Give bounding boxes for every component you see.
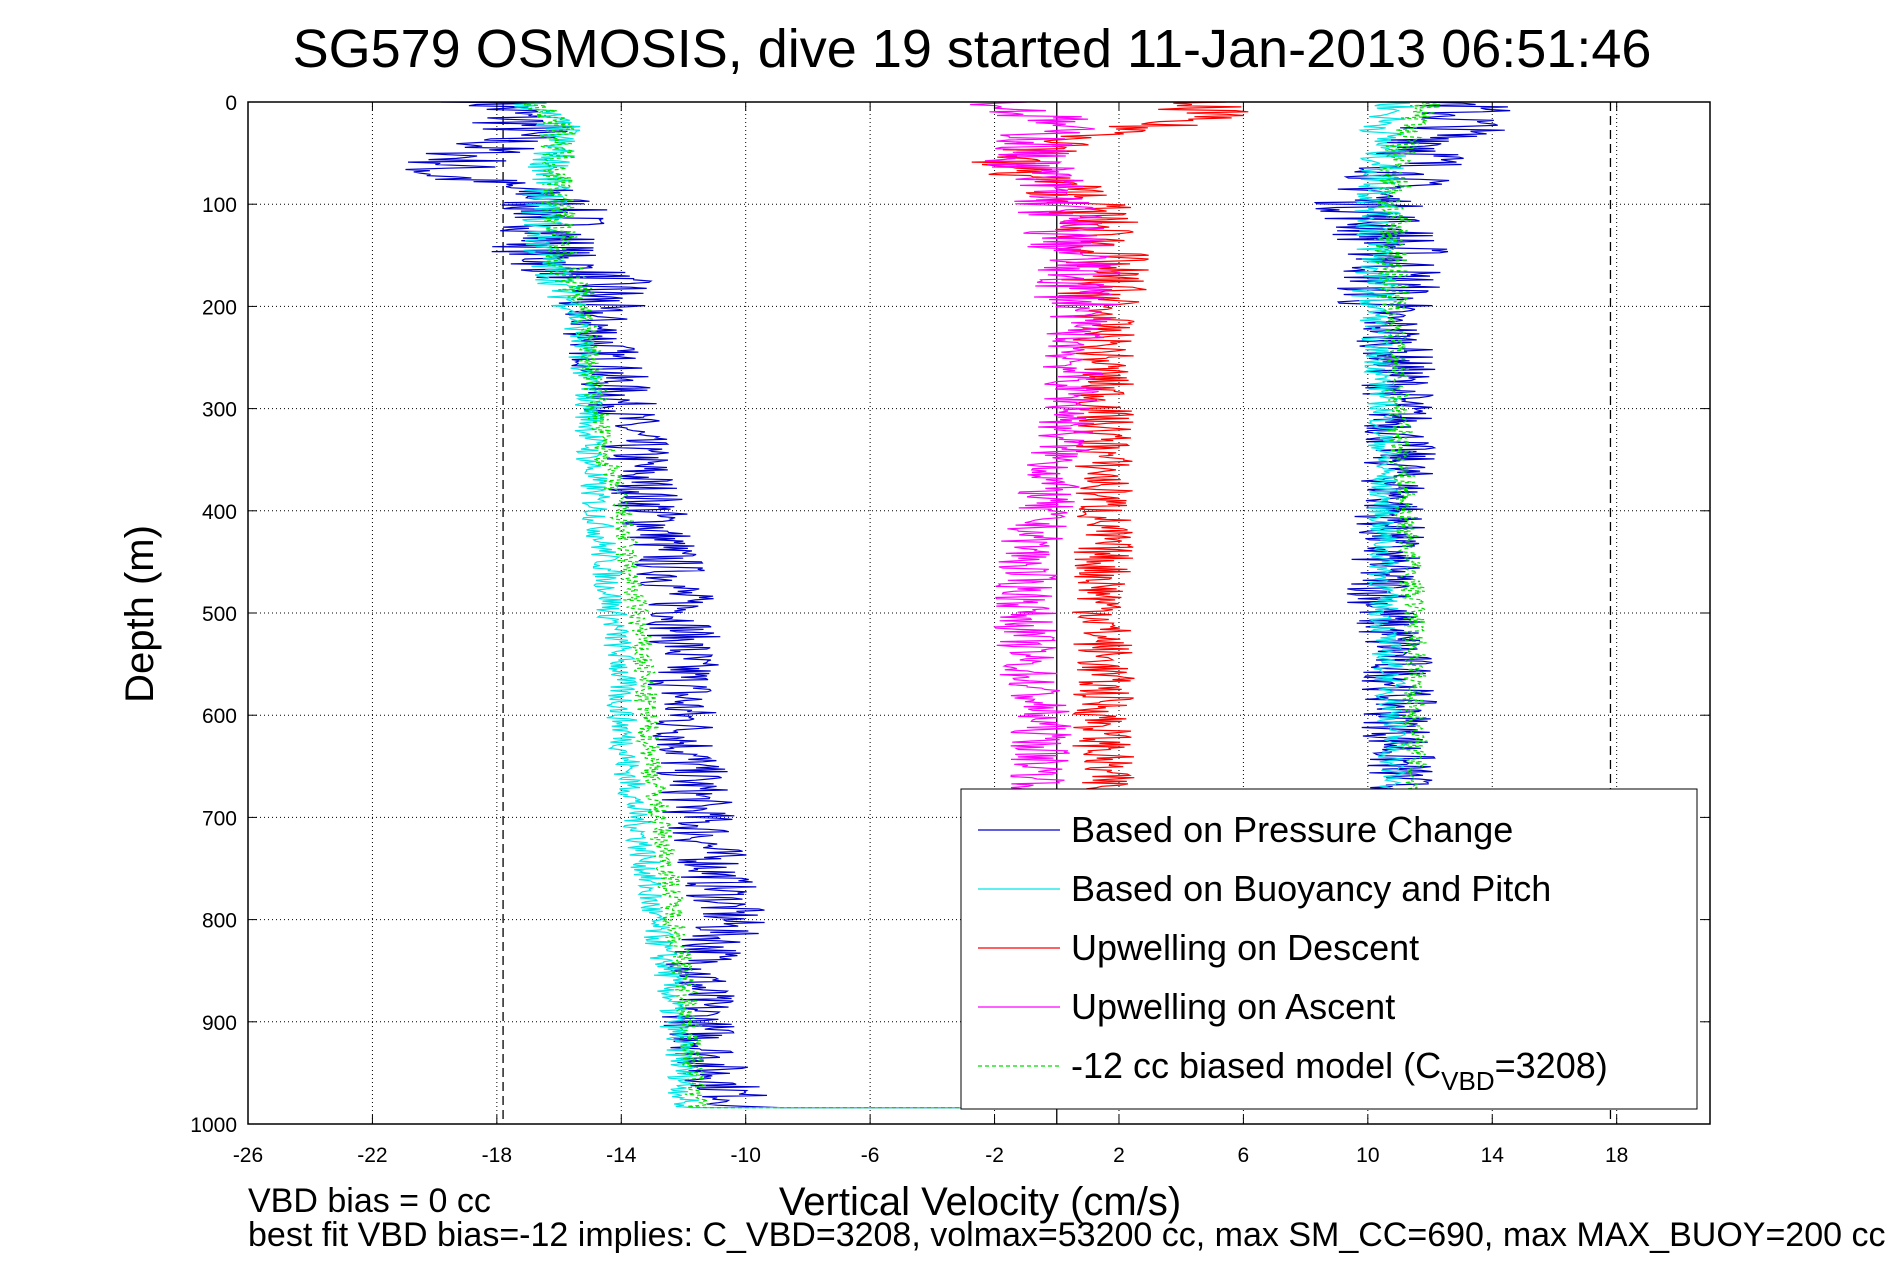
x-tick-label: -18	[482, 1144, 512, 1167]
x-tick-label: 10	[1356, 1144, 1379, 1167]
x-tick-label: 6	[1238, 1144, 1250, 1167]
y-tick-label: 100	[202, 194, 237, 217]
x-tick-label: 14	[1481, 1144, 1505, 1167]
chart-title: SG579 OSMOSIS, dive 19 started 11-Jan-20…	[293, 19, 1652, 79]
x-axis-label: Vertical Velocity (cm/s)	[779, 1180, 1181, 1224]
y-axis-label: Depth (m)	[118, 525, 162, 703]
x-tick-label: 2	[1113, 1144, 1125, 1167]
legend-label: Based on Buoyancy and Pitch	[1071, 868, 1551, 909]
footer-line-1: VBD bias = 0 cc	[248, 1182, 491, 1220]
y-tick-label: 1000	[190, 1114, 237, 1137]
y-tick-label: 600	[202, 705, 237, 728]
x-tick-label: -26	[233, 1144, 263, 1167]
legend: Based on Pressure Change Based on Buoyanc…	[960, 788, 1698, 1110]
x-tick-label: -6	[861, 1144, 880, 1167]
x-tick-label: -10	[731, 1144, 761, 1167]
x-tick-label: -14	[606, 1144, 637, 1167]
y-tick-label: 700	[202, 807, 237, 830]
y-tick-label: 800	[202, 910, 237, 933]
legend-label: -12 cc biased model (CVBD=3208)	[1071, 1045, 1608, 1096]
legend-label: Upwelling on Ascent	[1071, 986, 1395, 1027]
y-tick-label: 200	[202, 296, 237, 319]
footer-line-2: best fit VBD bias=-12 implies: C_VBD=320…	[248, 1216, 1885, 1254]
x-tick-label: 18	[1605, 1144, 1628, 1167]
legend-label: Upwelling on Descent	[1071, 927, 1419, 968]
legend-box	[960, 788, 1698, 1110]
y-tick-label: 0	[225, 92, 237, 115]
x-tick-label: -2	[985, 1144, 1004, 1167]
axis-ticks: -26 -22 -18 -14 -10 -6 -2 2 6 10 14 180100200300400…	[190, 92, 1710, 1167]
x-tick-label: -22	[357, 1144, 387, 1167]
y-tick-label: 400	[202, 501, 237, 524]
y-tick-label: 900	[202, 1012, 237, 1035]
y-tick-label: 300	[202, 399, 237, 422]
legend-label: Based on Pressure Change	[1071, 809, 1513, 850]
y-tick-label: 500	[202, 603, 237, 626]
